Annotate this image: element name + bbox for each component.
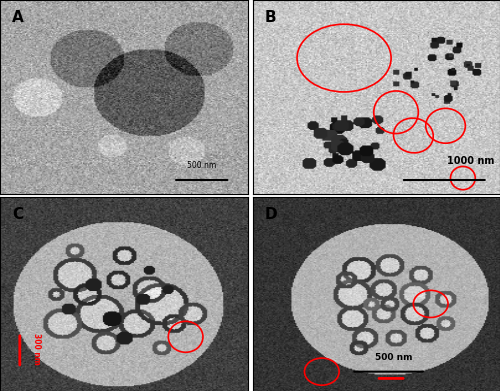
Text: C: C (12, 207, 24, 222)
Text: A: A (12, 10, 24, 25)
Text: B: B (265, 10, 276, 25)
Text: 300 nm: 300 nm (32, 332, 41, 364)
Text: 1000 nm: 1000 nm (446, 156, 494, 167)
Text: 500 nm: 500 nm (187, 161, 216, 170)
Text: D: D (265, 207, 278, 222)
Text: 500 nm: 500 nm (375, 353, 412, 362)
